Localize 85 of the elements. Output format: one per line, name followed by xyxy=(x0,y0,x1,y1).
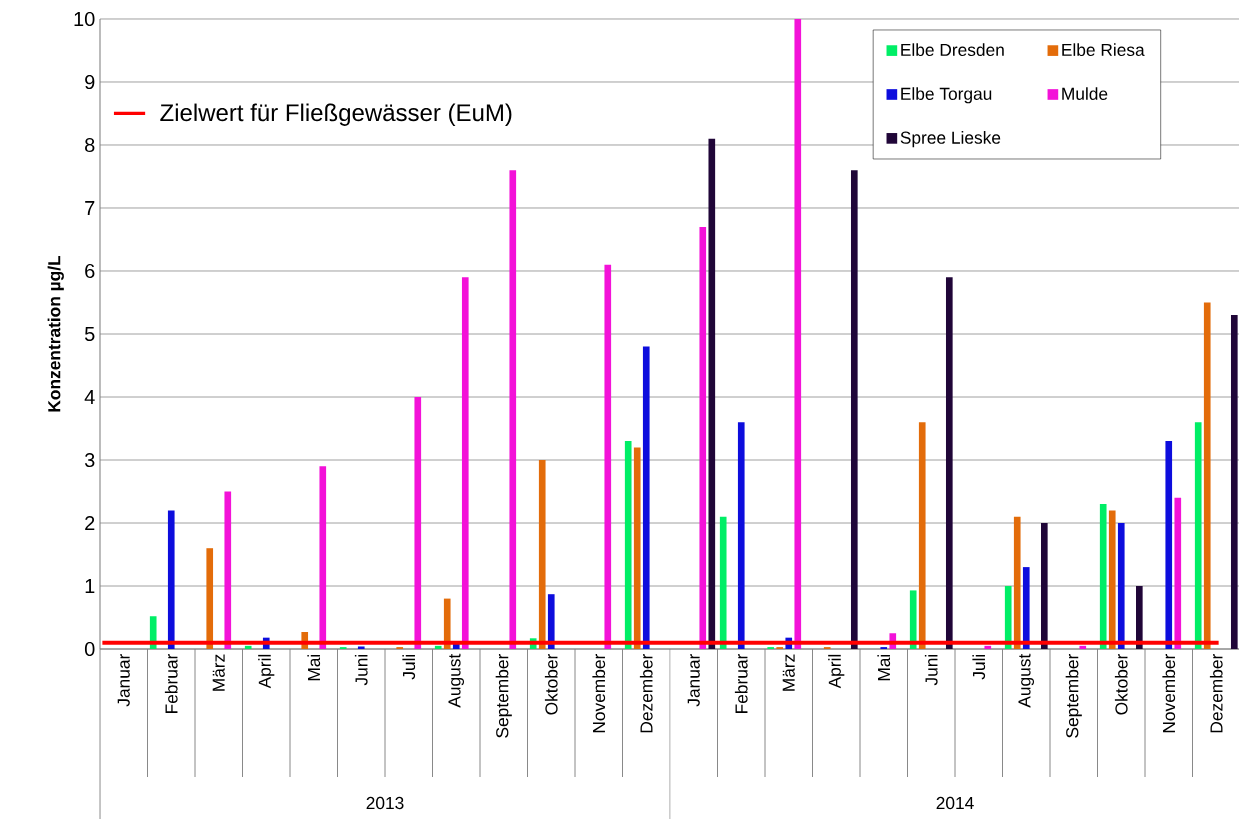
x-tick-label: November xyxy=(592,654,606,733)
legend-label: Spree Lieske xyxy=(900,131,1001,148)
x-tick-label: April xyxy=(828,654,845,689)
bar xyxy=(319,466,327,649)
bar xyxy=(1135,586,1143,649)
legend-label: Zielwert für Fließgewässer (EuM) xyxy=(160,103,512,126)
x-tick-label: November xyxy=(1162,654,1176,733)
y-tick-label: 0 xyxy=(84,641,95,657)
bar xyxy=(1165,441,1173,649)
bar xyxy=(1040,523,1048,649)
bar xyxy=(642,346,650,649)
bar xyxy=(624,441,632,649)
x-tick-label: April xyxy=(258,654,275,689)
y-tick-label: 9 xyxy=(85,74,95,90)
bar xyxy=(1194,422,1202,649)
bar xyxy=(509,170,517,649)
bar xyxy=(1013,516,1021,649)
x-tick-label: Juni xyxy=(354,654,368,686)
bar xyxy=(357,646,365,649)
y-tick-label: 3 xyxy=(84,452,95,468)
y-tick-label: 5 xyxy=(84,327,95,341)
bar xyxy=(1022,567,1030,649)
x-tick-label: März xyxy=(782,654,795,691)
bar xyxy=(1004,586,1012,649)
bar xyxy=(547,594,555,649)
x-tick-label: Oktober xyxy=(544,654,558,715)
text: 2014 xyxy=(936,796,974,810)
bar xyxy=(414,397,422,649)
y-tick-label: 8 xyxy=(85,137,95,153)
x-tick-label: Februar xyxy=(734,654,748,713)
bar xyxy=(737,422,745,649)
x-tick-label: Februar xyxy=(164,654,178,713)
bar xyxy=(461,277,469,649)
bar xyxy=(909,590,917,649)
x-tick-label: Mai xyxy=(877,654,891,681)
bar xyxy=(850,170,858,649)
bar xyxy=(1117,523,1125,649)
x-tick-label: August xyxy=(448,653,465,708)
y-tick-label: 7 xyxy=(85,201,95,215)
bar xyxy=(633,447,641,649)
bar xyxy=(699,226,707,649)
x-tick-label: Juli xyxy=(402,654,416,680)
bar xyxy=(918,422,926,649)
x-tick-label: Januar xyxy=(687,654,700,707)
bar xyxy=(224,491,232,649)
bar xyxy=(206,548,214,649)
bar xyxy=(443,598,451,649)
x-tick-label: Dezember xyxy=(1209,654,1223,733)
x-tick-label: Oktober xyxy=(1114,654,1128,715)
legend-label: Elbe Riesa xyxy=(1062,43,1145,57)
bar xyxy=(1079,645,1087,649)
y-tick-label: 6 xyxy=(85,263,95,279)
legend-label: Elbe Dresden xyxy=(901,43,1004,57)
x-tick-label: Dezember xyxy=(639,654,653,733)
x-tick-label: September xyxy=(1065,654,1082,738)
y-tick-label: 4 xyxy=(84,390,95,404)
y-axis-title: Konzentration µg/L xyxy=(47,255,64,412)
legend-label: Mulde xyxy=(1062,87,1108,100)
x-tick-label: August xyxy=(1018,653,1035,708)
x-tick-label: Juli xyxy=(972,654,986,680)
y-tick-label: 2 xyxy=(85,516,95,530)
bar xyxy=(1099,504,1107,649)
bar xyxy=(538,460,546,649)
bar xyxy=(945,277,953,649)
x-tick-label: Mai xyxy=(307,654,321,681)
x-tick-label: Januar xyxy=(117,654,130,707)
x-tick-label: September xyxy=(495,654,512,738)
bar xyxy=(434,645,442,649)
x-tick-label: März xyxy=(212,654,225,691)
text: 2013 xyxy=(366,796,404,810)
legend-label: Elbe Torgau xyxy=(901,87,992,104)
bar xyxy=(604,264,612,649)
bar xyxy=(984,645,992,649)
y-tick-label: 10 xyxy=(74,11,95,27)
x-tick-label: Juni xyxy=(924,654,938,686)
bar xyxy=(167,510,175,649)
bar xyxy=(794,19,802,649)
bar xyxy=(244,645,252,649)
bar xyxy=(719,516,727,649)
bar xyxy=(1230,315,1238,649)
bar xyxy=(708,138,716,649)
bar xyxy=(1108,510,1116,649)
y-tick-label: 1 xyxy=(85,579,95,593)
bar xyxy=(1174,497,1182,649)
bar xyxy=(1203,302,1211,649)
